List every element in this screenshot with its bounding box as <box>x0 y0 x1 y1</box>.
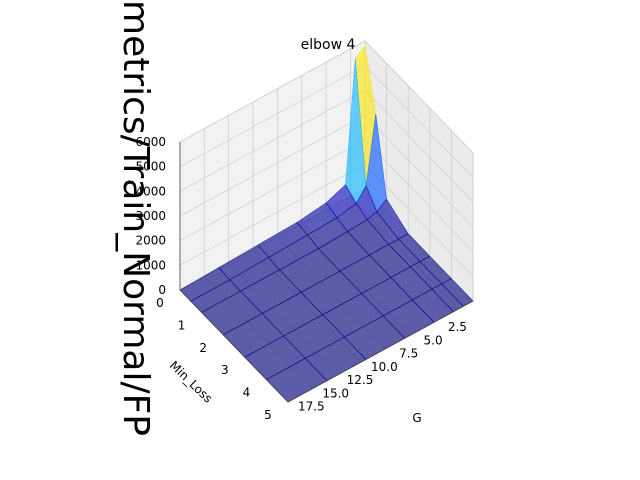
z-tick-label: 0 <box>158 283 166 297</box>
z-tick-label: 6000 <box>135 135 166 149</box>
y-axis-label: Min_Loss <box>167 358 215 405</box>
min-loss-axis-line <box>179 289 289 403</box>
min-loss-tick-label: 1 <box>178 318 186 332</box>
g-tick-label: 15.0 <box>322 386 349 400</box>
g-tick-label: 2.5 <box>448 320 467 334</box>
z-axis-label: metrics/Train_Normal/FP <box>115 0 156 436</box>
z-tick-label: 5000 <box>135 160 166 174</box>
min-loss-tick-label: 2 <box>199 341 207 355</box>
z-tick-label: 4000 <box>135 184 166 198</box>
z-tick-label: 1000 <box>135 258 166 272</box>
x-axis-label: G <box>412 411 421 425</box>
g-tick-label: 12.5 <box>347 373 374 387</box>
chart-title: elbow 4 <box>301 37 356 53</box>
min-loss-tick-label: 5 <box>264 408 272 422</box>
min-loss-tick-label: 4 <box>243 386 251 400</box>
axis-lines <box>179 142 474 403</box>
g-tick-label: 7.5 <box>399 347 418 361</box>
grid-line-z <box>179 40 474 154</box>
z-tick-label: 2000 <box>135 234 166 248</box>
g-axis-line <box>287 300 474 403</box>
g-tick-label: 17.5 <box>298 400 325 414</box>
min-loss-tick-label: 0 <box>156 296 164 310</box>
min-loss-tick-label: 3 <box>221 363 229 377</box>
z-tick-label: 3000 <box>135 209 166 223</box>
tick-labels: 2.55.07.510.012.515.017.5012345010002000… <box>135 135 466 422</box>
g-tick-label: 5.0 <box>424 333 443 347</box>
g-tick-label: 10.0 <box>371 360 398 374</box>
